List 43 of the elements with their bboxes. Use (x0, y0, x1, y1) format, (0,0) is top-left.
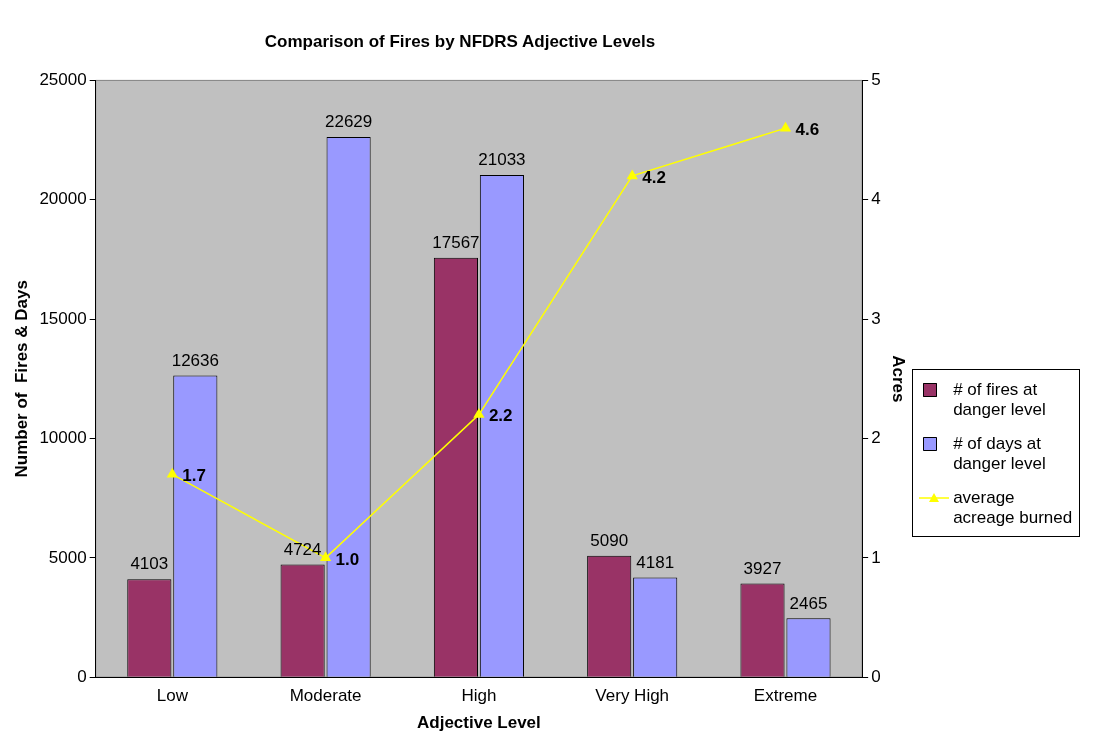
data-label: 4.2 (642, 167, 666, 187)
point (473, 408, 484, 418)
y2-tick-label: 0 (871, 666, 881, 686)
data-label: 2465 (789, 593, 828, 613)
data-label: 21033 (478, 150, 526, 170)
data-label: 2.2 (488, 406, 513, 426)
chart-title: Comparison of Fires by NFDRS Adjective Levels (264, 31, 656, 51)
y-tick-label: 20000 (39, 189, 87, 209)
data-label: 5090 (590, 530, 629, 550)
x-axis-title: Adjective Level (417, 713, 541, 733)
y-tick-label: 0 (77, 666, 87, 686)
y2-tick-label: 1 (871, 547, 881, 567)
legend-label: average acreage burned (953, 487, 1074, 528)
data-label: 4103 (130, 554, 169, 574)
data-label: 12636 (171, 350, 219, 370)
point (167, 468, 178, 478)
y-tick-label: 5000 (48, 547, 87, 567)
y-tick-label: 10000 (39, 428, 87, 448)
point (780, 122, 791, 132)
data-label: 1.7 (182, 465, 206, 485)
x-tick-label: High (461, 686, 497, 706)
x-tick-label: Very High (595, 686, 670, 706)
x-tick-label: Low (156, 686, 189, 706)
point (320, 552, 331, 562)
y2-tick-label: 4 (871, 189, 881, 209)
y2-tick-label: 5 (871, 70, 881, 90)
x-tick-label: Moderate (289, 686, 362, 706)
legend-label: # of fires at danger level (953, 379, 1047, 420)
data-label: 22629 (324, 112, 373, 132)
x-tick-label: Extreme (753, 686, 818, 706)
legend-label: # of days at danger level (953, 433, 1047, 474)
y-tick-label: 25000 (39, 70, 87, 90)
y-tick-label: 15000 (39, 308, 87, 328)
point (627, 170, 638, 180)
y2-tick-label: 2 (871, 428, 881, 448)
data-label: 3927 (743, 558, 782, 578)
data-label: 4.6 (795, 119, 820, 139)
data-label: 4181 (636, 552, 675, 572)
data-label: 17567 (432, 233, 480, 253)
y2-tick-label: 3 (871, 308, 881, 328)
data-label: 1.0 (335, 549, 360, 569)
y2-axis-title: Acres (889, 355, 909, 403)
y-axis-title: Number of Fires & Days (11, 280, 31, 478)
